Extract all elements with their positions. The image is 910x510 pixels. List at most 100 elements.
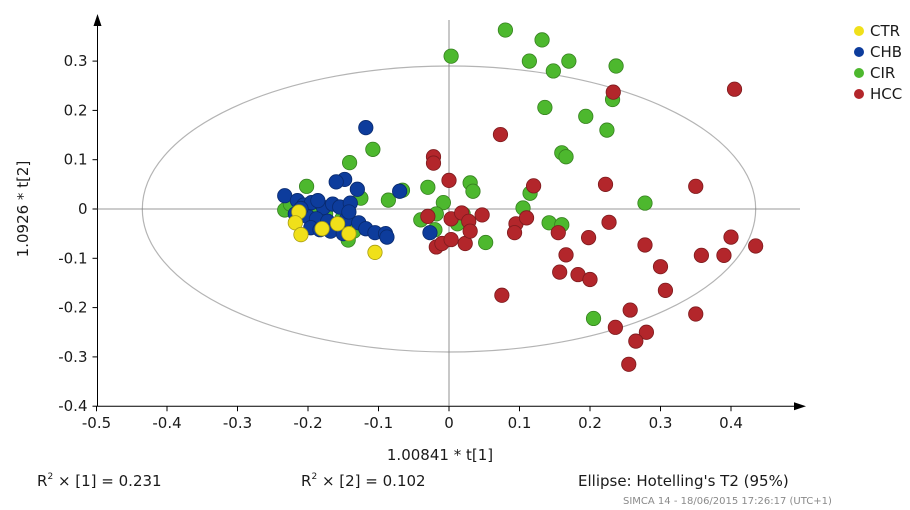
point-cir [298,178,315,194]
x-tick-label: 0 [444,414,454,432]
point-hcc [525,178,542,194]
point-hcc [580,229,597,246]
point-hcc [582,271,598,288]
point-cir [578,108,594,124]
point-hcc [637,237,653,253]
point-cir [585,310,602,327]
point-chb [422,225,438,241]
x-tick-label: 0.3 [649,414,673,432]
r2-component-2: R2 × [2] = 0.102 [301,472,426,490]
point-hcc [628,333,644,349]
y-tick-label: 0.2 [64,101,88,119]
legend: CTR CHB CIR HCC [854,20,902,104]
x-tick-label: -0.5 [82,414,111,432]
point-hcc [657,282,674,298]
software-footer: SIMCA 14 - 18/06/2015 17:26:17 (UTC+1) [623,496,832,507]
y-axis-title: 1.0926 * t[2] [14,161,32,258]
x-tick-label: 0.1 [508,414,532,432]
legend-marker [854,25,864,36]
point-chb [392,183,408,199]
point-hcc [425,155,442,171]
point-chb [310,193,326,209]
point-hcc [716,247,732,263]
x-tick-label: -0.2 [293,414,322,432]
point-hcc [688,178,704,194]
point-hcc [552,264,568,280]
point-hcc [638,324,655,340]
x-tick-label: -0.4 [152,414,181,432]
point-chb [341,204,357,220]
point-hcc [652,259,669,275]
point-hcc [693,247,709,263]
point-hcc [723,229,739,245]
point-hcc [607,319,623,335]
point-hcc [550,225,566,241]
point-cir [341,155,358,171]
point-hcc [462,223,478,239]
legend-label: HCC [870,84,903,103]
point-ctr [314,221,330,237]
point-hcc [474,207,490,223]
x-tick-label: 0.4 [719,414,743,432]
point-cir [497,22,513,38]
point-hcc [726,81,743,97]
legend-marker [854,88,864,99]
point-cir [637,195,653,211]
point-cir [558,149,574,165]
point-ctr [330,216,346,232]
legend-item-hcc: HCC [854,83,902,104]
legend-label: CIR [870,63,896,82]
point-hcc [558,247,574,263]
point-hcc [494,287,510,303]
point-cir [561,53,577,69]
point-hcc [688,306,704,322]
point-cir [608,58,624,74]
point-hcc [506,225,523,241]
point-hcc [601,214,617,230]
point-hcc [492,126,509,143]
point-cir [420,179,436,195]
point-hcc [621,356,637,372]
x-tick-label: -0.1 [364,414,393,432]
point-ctr [293,227,309,243]
legend-item-chb: CHB [854,41,902,62]
y-tick-label: 0.1 [64,151,88,169]
y-tick-label: 0 [78,200,88,218]
point-hcc [420,208,436,224]
point-hcc [518,210,535,226]
point-cir [545,63,561,79]
point-chb [328,174,344,190]
legend-label: CHB [870,42,903,61]
y-tick-label: -0.4 [58,397,87,415]
point-hcc [622,302,638,318]
ellipse-label: Ellipse: Hotelling's T2 (95%) [578,472,789,490]
legend-marker [854,67,864,78]
y-tick-label: -0.1 [58,249,87,267]
point-ctr [341,226,357,242]
point-cir [534,32,550,48]
point-cir [435,194,451,211]
point-cir [599,122,615,138]
legend-label: CTR [870,21,901,40]
point-hcc [441,172,457,189]
point-cir [443,48,459,64]
point-cir [537,99,553,116]
x-tick-label: 0.2 [578,414,602,432]
point-cir [478,234,494,251]
legend-marker [854,46,864,57]
y-tick-label: 0.3 [64,52,88,70]
legend-item-ctr: CTR [854,20,902,41]
point-chb [358,120,374,136]
point-cir [465,183,481,199]
y-tick-label: -0.2 [58,299,87,317]
point-hcc [597,176,614,192]
legend-item-cir: CIR [854,62,902,83]
point-hcc [605,84,621,100]
point-chb [349,181,365,197]
point-hcc [443,231,459,248]
point-chb [379,229,395,245]
x-axis-arrow [794,402,806,411]
point-cir [365,141,381,157]
point-cir [521,53,537,69]
point-hcc [748,238,764,254]
